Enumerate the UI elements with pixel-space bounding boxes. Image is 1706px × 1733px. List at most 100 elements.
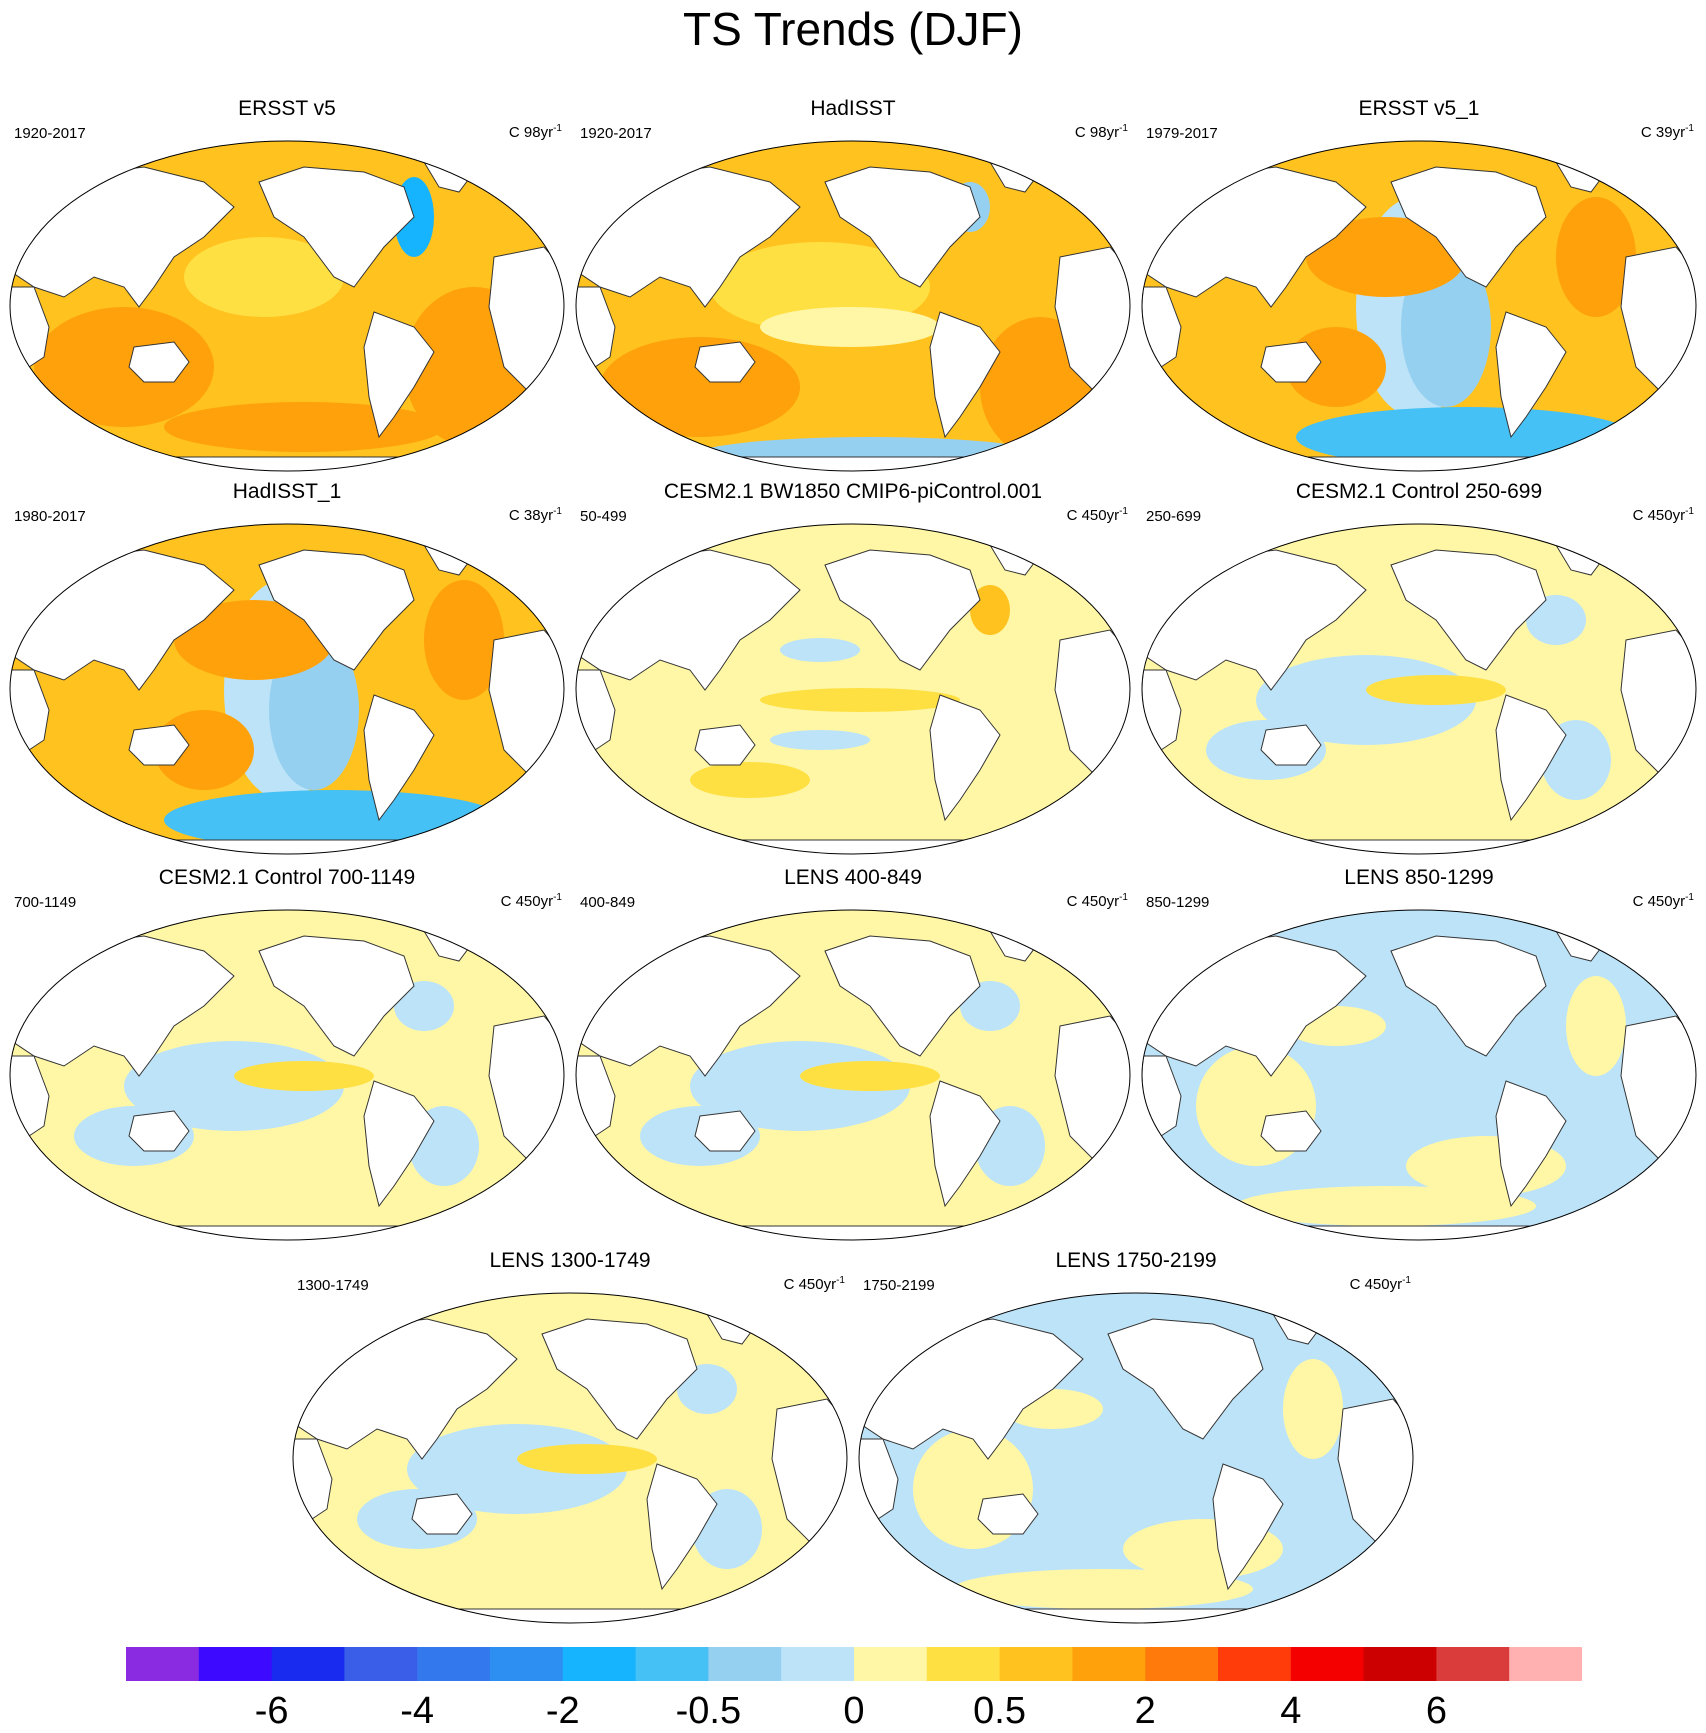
panel-title: LENS 1750-2199	[1055, 1249, 1217, 1272]
panel-period: 1750-2199	[863, 1277, 935, 1294]
colorbar-swatch	[198, 1647, 273, 1681]
south-america-landmass	[1495, 1080, 1567, 1208]
map-panel-4: HadISST_1 1980-2017 C 38yr-1	[4, 480, 570, 858]
map-image	[9, 523, 565, 855]
panel-title: LENS 1300-1749	[489, 1249, 651, 1272]
australia-landmass	[1260, 724, 1322, 766]
trend-region	[1566, 976, 1626, 1076]
panel-title: CESM2.1 Control 250-699	[1295, 480, 1543, 503]
colorbar-tick-label: 6	[1425, 1690, 1447, 1732]
colorbar-tick-label: -2	[545, 1690, 580, 1732]
colorbar-swatch	[708, 1647, 782, 1681]
colorbar-swatch	[1509, 1647, 1582, 1681]
map-panel-7: CESM2.1 Control 700-1149 700-1149 C 450y…	[4, 866, 570, 1244]
north-america-landmass	[824, 166, 981, 288]
trend-region	[970, 585, 1010, 635]
antarctica-landmass	[1142, 456, 1696, 471]
trend-region	[184, 237, 344, 317]
colorbar-swatch	[562, 1647, 637, 1681]
panel-title: CESM2.1 BW1850 CMIP6-piControl.001	[663, 480, 1043, 503]
north-america-landmass	[824, 935, 981, 1057]
panel-units: C 98yr-1	[508, 123, 562, 141]
trend-region	[1306, 217, 1466, 297]
map-outline	[575, 523, 1131, 855]
south-america-landmass	[363, 311, 435, 439]
antarctica-landmass	[293, 1608, 847, 1623]
panel-title: ERSST v5_1	[1358, 97, 1480, 120]
antarctica-landmass	[10, 1225, 564, 1240]
panel-period: 1920-2017	[14, 125, 86, 142]
colorbar-swatch	[126, 1647, 200, 1681]
panel-title: LENS 400-849	[784, 866, 922, 889]
trend-region	[174, 600, 334, 680]
panel-units: C 38yr-1	[508, 506, 562, 524]
antarctica-landmass	[576, 839, 1130, 854]
panel-period: 850-1299	[1146, 894, 1210, 911]
australia-landmass	[694, 341, 756, 383]
map-image	[858, 1292, 1414, 1624]
map-outline	[9, 909, 565, 1241]
map-outline	[9, 523, 565, 855]
map-image	[575, 140, 1131, 472]
south-america-landmass	[1495, 694, 1567, 822]
colorbar-swatch	[1218, 1647, 1292, 1681]
map-image	[9, 909, 565, 1241]
panel-title: CESM2.1 Control 700-1149	[158, 866, 416, 889]
trend-region	[690, 762, 810, 798]
colorbar-tick-label: -0.5	[675, 1690, 742, 1732]
map-image	[575, 523, 1131, 855]
antarctica-landmass	[1142, 1225, 1696, 1240]
figure-title: TS Trends (DJF)	[683, 3, 1023, 55]
panel-period: 400-849	[580, 894, 636, 911]
south-america-landmass	[646, 1463, 718, 1591]
map-image	[1141, 909, 1697, 1241]
panel-period: 1920-2017	[580, 125, 652, 142]
trend-region	[780, 638, 860, 662]
trend-region	[1286, 327, 1386, 407]
trend-region	[34, 307, 214, 427]
colorbar-tick-label: 4	[1280, 1690, 1302, 1732]
trend-region	[1236, 1186, 1536, 1226]
colorbar-tick-label: -4	[400, 1690, 435, 1732]
antarctica-landmass	[859, 1608, 1413, 1623]
colorbar-swatch	[271, 1647, 345, 1681]
trend-region	[1556, 197, 1636, 317]
colorbar-swatch	[635, 1647, 709, 1681]
australia-landmass	[411, 1493, 473, 1535]
map-panel-3: ERSST v5_1 1979-2017 C 39yr-1	[1136, 97, 1702, 475]
map-image	[575, 909, 1131, 1241]
panel-period: 1980-2017	[14, 508, 86, 525]
panel-units: C 39yr-1	[1640, 123, 1694, 141]
antarctica-landmass	[1142, 839, 1696, 854]
trend-region	[760, 307, 940, 347]
trend-region	[770, 730, 870, 750]
north-america-landmass	[541, 1318, 698, 1440]
map-panel-6: CESM2.1 Control 250-699 250-699 C 450yr-…	[1136, 480, 1702, 858]
colorbar	[126, 1647, 1582, 1681]
colorbar-swatch	[926, 1647, 1001, 1681]
colorbar-swatch	[490, 1647, 564, 1681]
north-america-landmass	[1390, 935, 1547, 1057]
panel-units: C 450yr-1	[1066, 892, 1128, 910]
north-america-landmass	[1390, 549, 1547, 671]
australia-landmass	[1260, 341, 1322, 383]
colorbar-tick-label: -6	[254, 1690, 289, 1732]
panel-units: C 450yr-1	[783, 1275, 845, 1293]
trend-region	[760, 688, 960, 712]
map-panel-9: LENS 850-1299 850-1299 C 450yr-1	[1136, 866, 1702, 1244]
colorbar-tick-label: 0.5	[973, 1690, 1026, 1732]
trend-region	[960, 981, 1020, 1031]
colorbar-swatch	[1072, 1647, 1146, 1681]
trend-region	[424, 580, 504, 700]
map-panel-10: LENS 1300-1749 1300-1749 C 450yr-1	[287, 1249, 853, 1627]
australia-landmass	[128, 1110, 190, 1152]
trend-region	[677, 1364, 737, 1414]
map-image	[9, 140, 565, 472]
north-america-landmass	[1107, 1318, 1264, 1440]
panel-period: 1300-1749	[297, 1277, 369, 1294]
panel-period: 1979-2017	[1146, 125, 1218, 142]
panel-units: C 450yr-1	[1632, 506, 1694, 524]
antarctica-landmass	[10, 456, 564, 471]
south-america-landmass	[363, 1080, 435, 1208]
colorbar-swatch	[417, 1647, 491, 1681]
